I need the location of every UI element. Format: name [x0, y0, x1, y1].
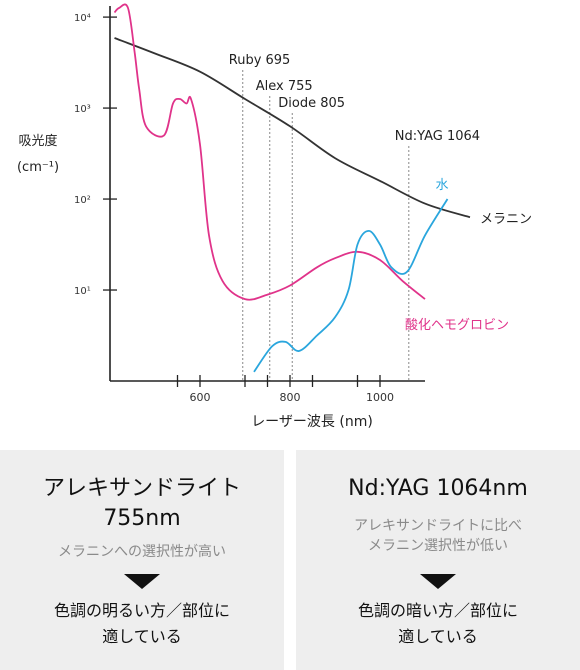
ndyag-title: Nd:YAG 1064nm	[348, 476, 528, 501]
down-arrow-icon	[420, 574, 456, 589]
y-axis-label: 吸光度	[18, 133, 57, 149]
y-tick-label: 10⁴	[74, 13, 91, 24]
series-label: 酸化ヘモグロビン	[405, 318, 509, 333]
down-arrow-icon	[124, 574, 160, 589]
alexandrite-panel: アレキサンドライト 755nm メラニンへの選択性が高い 色調の明るい方／部位に…	[0, 450, 284, 670]
axes: 10¹ 10² 10³ 10⁴ 600 800 1000	[74, 6, 425, 404]
series-line	[253, 198, 449, 373]
y-axis-label: (cm⁻¹)	[17, 160, 59, 175]
alexandrite-result-line2: 適している	[102, 627, 182, 646]
series-layer	[113, 3, 471, 373]
series-line	[113, 3, 426, 301]
series-label: 水	[436, 178, 449, 193]
ndyag-panel: Nd:YAG 1064nm アレキサンドライトに比べ メラニン選択性が低い 色調…	[296, 450, 580, 670]
series-label: メラニン	[480, 212, 532, 227]
alexandrite-selectivity: メラニンへの選択性が高い	[58, 544, 226, 560]
reference-line-label: Alex 755	[256, 79, 313, 94]
series-line	[114, 37, 471, 219]
y-tick-label: 10³	[74, 104, 91, 115]
x-tick-label: 1000	[366, 391, 394, 404]
absorption-chart: 10¹ 10² 10³ 10⁴ 600 800 1000 レーザー波長 (nm) 吸光度 (cm…	[17, 3, 532, 430]
ndyag-result-line1: 色調の暗い方／部位に	[357, 601, 518, 620]
x-tick-label: 800	[280, 391, 301, 404]
y-tick-label: 10¹	[74, 286, 91, 297]
alexandrite-title: アレキサンドライト	[42, 476, 241, 501]
x-axis-label: レーザー波長 (nm)	[251, 414, 373, 430]
reference-lines	[242, 70, 410, 381]
labels: レーザー波長 (nm) 吸光度 (cm⁻¹) Ruby 695 Alex 755 Diod…	[17, 53, 532, 430]
alexandrite-result-line1: 色調の明るい方／部位に	[53, 601, 230, 620]
reference-line-label: Nd:YAG 1064	[395, 129, 480, 144]
ndyag-comparison-line1: アレキサンドライトに比べ	[354, 518, 522, 534]
ndyag-result-line2: 適している	[398, 627, 478, 646]
reference-line-label: Diode 805	[278, 96, 345, 111]
y-tick-label: 10²	[74, 195, 91, 206]
reference-line-label: Ruby 695	[229, 53, 291, 68]
x-tick-label: 600	[190, 391, 211, 404]
ndyag-comparison-line2: メラニン選択性が低い	[368, 538, 508, 554]
alexandrite-wavelength: 755nm	[103, 506, 181, 531]
